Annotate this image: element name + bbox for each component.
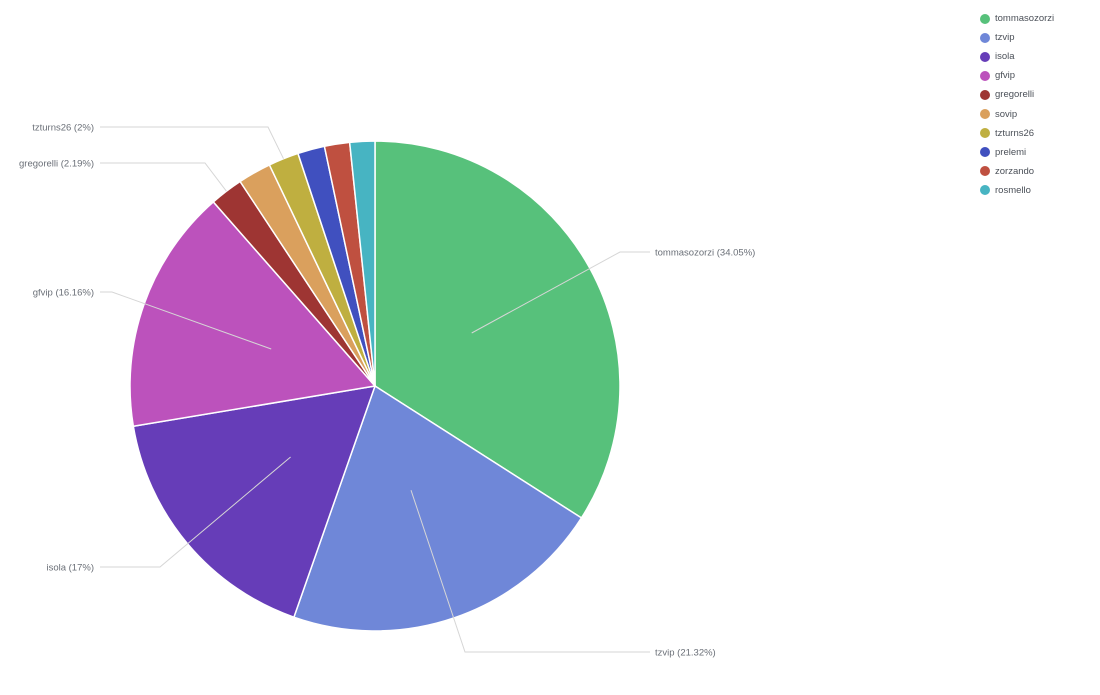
pie-slices [129, 140, 621, 632]
slice-label-tzvip: tzvip (21.32%) [655, 648, 716, 659]
legend-label: tzvip [995, 32, 1015, 44]
pie-slice-tzvip[interactable] [292, 384, 583, 632]
legend-label: isola [995, 51, 1015, 63]
legend-swatch-icon [980, 166, 990, 177]
legend-label: tommasozorzi [995, 13, 1055, 25]
legend-label: gfvip [995, 70, 1016, 82]
legend-swatch-icon [980, 185, 990, 196]
slice-label-tzturns26: tzturns26 (2%) [32, 123, 94, 134]
leader-line-tzturns26 [100, 126, 284, 159]
slice-label-gfvip: gfvip (16.16%) [33, 288, 94, 299]
legend-swatch-icon [980, 13, 990, 24]
legend-label: tzturns26 [995, 127, 1035, 139]
legend-swatch-icon [980, 89, 990, 100]
legend-item-isola[interactable]: isola [980, 47, 1054, 66]
leader-line-gfvip [100, 291, 272, 350]
legend-label: rosmello [995, 184, 1031, 196]
legend-item-gregorelli[interactable]: gregorelli [980, 85, 1054, 104]
slice-label-gregorelli: gregorelli (2.19%) [19, 159, 94, 170]
legend-swatch-icon [980, 51, 990, 62]
legend-label: sovip [995, 108, 1018, 120]
legend-item-rosmello[interactable]: rosmello [980, 181, 1054, 200]
legend-swatch-icon [980, 32, 990, 43]
legend-swatch-icon [980, 147, 990, 158]
legend-swatch-icon [980, 109, 990, 120]
leader-line-gregorelli [100, 162, 227, 192]
legend-label: gregorelli [995, 89, 1035, 101]
legend-item-tommasozorzi[interactable]: tommasozorzi [980, 9, 1054, 28]
pie-slice-rosmello[interactable] [348, 140, 376, 387]
slice-labels: tommasozorzi (34.05%) tzvip (21.32%) isola… [19, 123, 755, 659]
legend-swatch-icon [980, 70, 990, 81]
legend-label: prelemi [995, 146, 1027, 158]
slice-label-isola: isola (17%) [46, 563, 94, 574]
label-leader-lines [100, 126, 650, 653]
legend-item-tzturns26[interactable]: tzturns26 [980, 124, 1054, 143]
leader-line-isola [100, 456, 291, 568]
legend-item-tzvip[interactable]: tzvip [980, 28, 1054, 47]
legend-item-prelemi[interactable]: prelemi [980, 143, 1054, 162]
leader-line-tzvip [410, 490, 650, 653]
leader-line-tommasozorzi [471, 251, 650, 334]
slice-label-tommasozorzi: tommasozorzi (34.05%) [655, 248, 755, 259]
chart-legend: tommasozorzi tzvip isola gfvip gregorelli sov… [980, 9, 1054, 200]
legend-item-sovip[interactable]: sovip [980, 104, 1054, 123]
legend-item-gfvip[interactable]: gfvip [980, 66, 1054, 85]
legend-item-zorzando[interactable]: zorzando [980, 162, 1054, 181]
legend-label: zorzando [995, 165, 1035, 177]
legend-swatch-icon [980, 128, 990, 139]
